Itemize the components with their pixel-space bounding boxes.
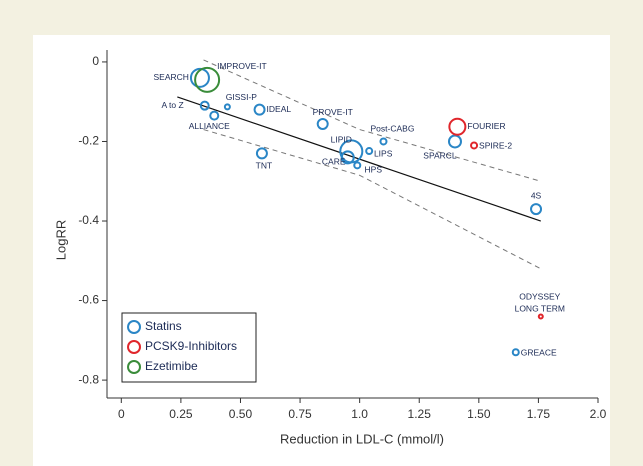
study-point	[447, 134, 462, 149]
study-point	[530, 203, 543, 216]
study-point	[189, 67, 210, 88]
y-tick-label: -0.2	[78, 134, 99, 148]
x-tick-label: 1.50	[467, 407, 491, 421]
x-tick-label: 0.50	[229, 407, 253, 421]
study-label: TNT	[256, 161, 273, 171]
study-label: GREACE	[521, 348, 557, 358]
study-point	[199, 100, 210, 111]
x-tick-label: 2.0	[590, 407, 607, 421]
study-label: SEARCH	[154, 72, 189, 82]
study-point	[470, 141, 479, 150]
y-axis-label: LogRR	[53, 220, 68, 260]
study-point	[340, 150, 355, 165]
study-label: IDEAL	[267, 104, 292, 114]
study-label: LIPID	[331, 135, 352, 145]
ci-upper	[203, 59, 541, 182]
legend-label: Ezetimibe	[145, 359, 198, 373]
study-label: ODYSSEY LONG TERM	[515, 292, 565, 314]
study-label: GISSI-P	[226, 92, 258, 102]
legend-box	[121, 312, 257, 383]
study-point	[511, 348, 520, 357]
study-point	[255, 147, 268, 160]
x-tick-label: 1.0	[351, 407, 368, 421]
x-tick-label: 0.25	[169, 407, 193, 421]
study-point	[253, 103, 266, 116]
study-label: ALLIANCE	[189, 121, 230, 131]
y-tick-label: -0.6	[78, 293, 99, 307]
study-label: 4S	[531, 190, 542, 200]
study-point	[194, 66, 221, 93]
study-point	[379, 137, 388, 146]
study-point	[316, 117, 329, 130]
study-label: Post-CABG	[371, 124, 415, 134]
study-label: IMPROVE-IT	[217, 61, 267, 71]
study-label: SPARCL	[423, 151, 457, 161]
legend-marker	[127, 320, 141, 334]
study-point	[223, 103, 231, 111]
y-tick-label: -0.4	[78, 213, 99, 227]
study-point	[448, 117, 467, 136]
legend-marker	[127, 360, 141, 374]
study-point	[537, 313, 544, 320]
study-point	[209, 110, 220, 121]
study-point	[353, 161, 362, 170]
study-label: HPS	[365, 165, 383, 175]
legend-marker	[127, 340, 141, 354]
x-axis-label: Reduction in LDL-C (mmol/l)	[280, 431, 444, 446]
legend-label: Statins	[145, 319, 182, 333]
study-label: PROVE-IT	[313, 107, 353, 117]
study-point	[365, 147, 374, 156]
x-tick-label: 1.75	[527, 407, 551, 421]
y-tick-label: -0.8	[78, 372, 99, 386]
panel	[33, 35, 610, 466]
y-tick-label: 0	[92, 54, 99, 68]
legend-label: PCSK9-Inhibitors	[145, 339, 237, 353]
x-tick-label: 1.25	[408, 407, 432, 421]
study-label: A to Z	[162, 100, 184, 110]
x-tick-label: 0.75	[288, 407, 312, 421]
study-label: CARE	[322, 157, 346, 167]
study-label-line: LONG TERM	[515, 304, 565, 314]
study-label: LIPS	[374, 148, 393, 158]
study-label: FOURIER	[467, 121, 505, 131]
study-label-line: ODYSSEY	[519, 292, 560, 302]
study-label: SPIRE-2	[479, 141, 512, 151]
x-tick-label: 0	[118, 407, 125, 421]
ci-lower	[203, 129, 542, 270]
